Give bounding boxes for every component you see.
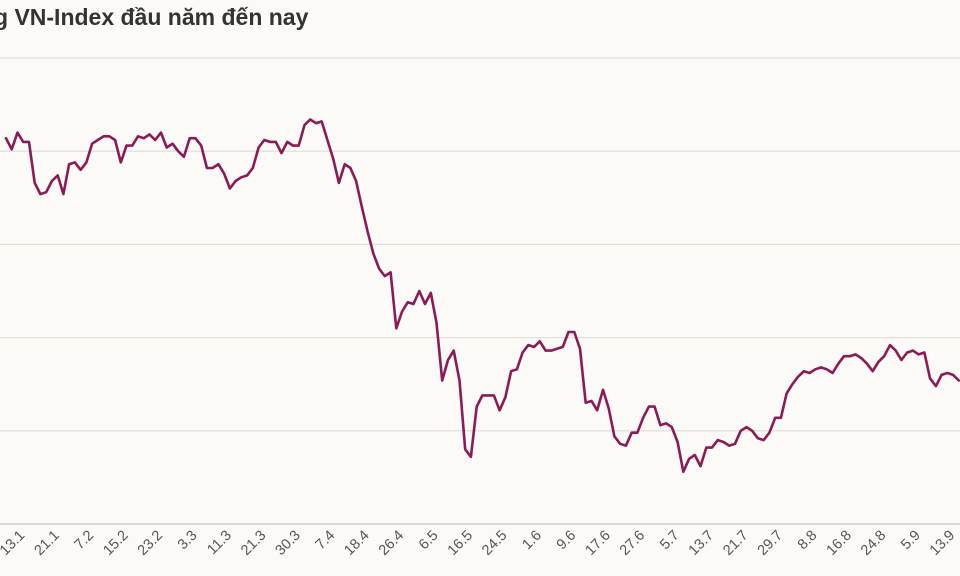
x-tick-label: 24.5 [479, 528, 510, 559]
gridlines [0, 57, 960, 432]
x-tick-label: 21.3 [238, 528, 269, 559]
x-tick-labels: 13.1 21.1 7.2 15.2 23.2 3.3 11.3 21.3 30.3 7.4 18.… [0, 528, 958, 559]
x-tick-label: 7.2 [72, 528, 98, 554]
x-tick-label: 13.9 [927, 528, 958, 559]
x-tick-label: 30.3 [273, 528, 304, 559]
x-tick-label: 21.7 [720, 528, 751, 559]
x-tick-label: 16.5 [445, 528, 476, 559]
x-tick-label: 3.3 [175, 528, 201, 554]
x-tick-label: 9.6 [554, 528, 580, 554]
series-layer [4, 118, 960, 474]
x-tick-label: 17.6 [583, 528, 614, 559]
series-line-vn-index [4, 118, 960, 474]
x-tick-label: 21.1 [31, 528, 62, 559]
x-tick-label: 27.6 [617, 528, 648, 559]
x-tick-label: 7.4 [313, 528, 339, 554]
chart-title: g VN-Index đầu năm đến nay [0, 4, 309, 30]
x-tick-label: 15.2 [100, 528, 131, 559]
x-tick-label: 18.4 [341, 528, 372, 559]
x-tick-label: 16.8 [824, 528, 855, 559]
x-tick-label: 8.8 [795, 528, 821, 554]
x-tick-label: 29.7 [755, 528, 786, 559]
x-tick-label: 6.5 [416, 528, 442, 554]
x-tick-label: 5.7 [657, 528, 683, 554]
x-tick-label: 24.8 [858, 528, 889, 559]
x-tick-label: 13.7 [686, 528, 717, 559]
x-tick-label: 1.6 [519, 528, 545, 554]
x-tick-label: 11.3 [204, 528, 235, 559]
x-tick-label: 13.1 [0, 528, 28, 559]
x-tick-label: 26.4 [376, 528, 407, 559]
x-tick-label: 23.2 [135, 528, 166, 559]
x-tick-label: 5.9 [898, 528, 924, 554]
